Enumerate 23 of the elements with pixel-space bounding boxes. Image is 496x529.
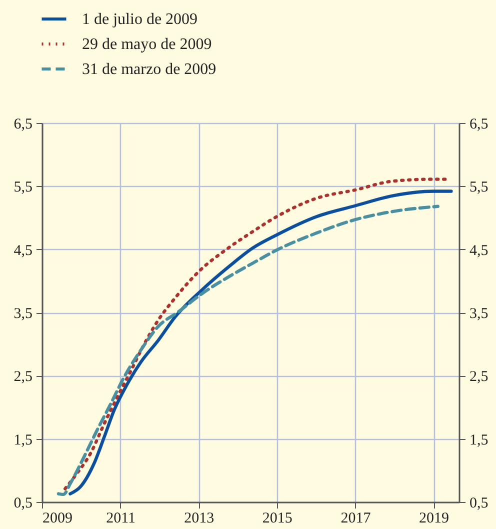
y-tick-label: 3,5 (14, 306, 32, 322)
x-tick-label: 2019 (419, 510, 450, 526)
y-tick-label: 6,5 (14, 116, 32, 132)
legend-label: 31 de marzo de 2009 (82, 61, 216, 78)
y-tick-label: 4,5 (14, 242, 32, 259)
x-tick-label: 2017 (340, 510, 372, 526)
x-tick-label: 2013 (184, 510, 214, 526)
y2-tick-label: 4,5 (470, 242, 488, 259)
y2-tick-label: 0,5 (470, 496, 488, 512)
x-tick-label: 2011 (106, 510, 136, 526)
x-tick-label: 2015 (262, 510, 292, 526)
y2-tick-label: 2,5 (470, 369, 488, 386)
y2-tick-label: 5,5 (470, 180, 488, 196)
y-tick-label: 1,5 (14, 432, 32, 448)
y-tick-label: 5,5 (14, 180, 32, 196)
y2-tick-label: 6,5 (470, 116, 488, 132)
y-tick-label: 2,5 (14, 369, 32, 386)
y2-tick-label: 3,5 (470, 306, 488, 322)
legend-label: 1 de julio de 2009 (82, 11, 198, 28)
x-tick-label: 2009 (42, 510, 72, 526)
y2-tick-label: 1,5 (470, 432, 488, 448)
legend-label: 29 de mayo de 2009 (82, 36, 212, 53)
y-tick-label: 0,5 (14, 496, 32, 512)
